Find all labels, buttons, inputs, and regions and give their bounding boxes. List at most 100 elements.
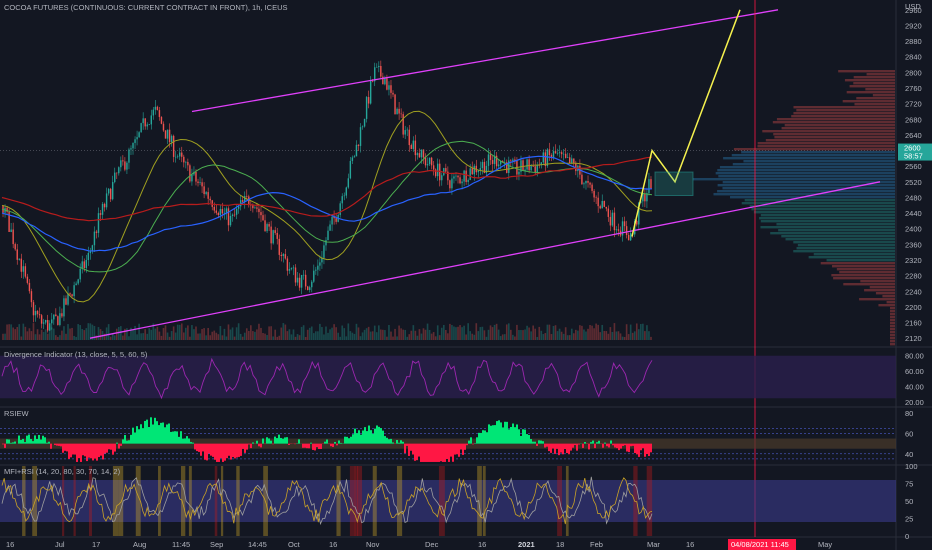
- candle: [87, 252, 90, 260]
- rsiew-bar: [232, 443, 234, 458]
- rsiew-bar: [88, 443, 90, 458]
- candle: [400, 113, 402, 115]
- candle: [156, 106, 159, 111]
- rsiew-bar: [430, 443, 432, 462]
- candle: [77, 279, 79, 284]
- volume-bar: [209, 335, 212, 340]
- rsiew-bar: [258, 443, 260, 447]
- volume-bar: [469, 331, 472, 340]
- candle: [51, 319, 53, 324]
- volume-profile-bar: [730, 196, 895, 199]
- volume-bar: [176, 324, 179, 340]
- rsiew-bar: [68, 443, 70, 459]
- candle: [556, 153, 559, 154]
- rsiew-bar: [458, 443, 460, 457]
- candle: [532, 166, 534, 167]
- candle: [179, 152, 181, 157]
- rsiew-bar: [86, 443, 88, 462]
- candle: [114, 172, 116, 183]
- volume-bar: [621, 336, 624, 340]
- volume-bar: [120, 326, 122, 340]
- volume-bar: [526, 325, 528, 340]
- volume-bar: [373, 325, 376, 340]
- candle: [589, 182, 591, 185]
- candle: [554, 151, 557, 154]
- rsiew-bar: [530, 439, 532, 444]
- candle: [615, 229, 618, 231]
- mfi-signal-highlight: [565, 466, 569, 536]
- candle: [138, 132, 140, 138]
- volume-bar: [142, 333, 144, 340]
- volume-bar: [276, 336, 279, 340]
- volume-bar: [601, 324, 604, 340]
- volume-bar: [288, 329, 291, 340]
- volume-bar: [617, 331, 620, 340]
- volume-bar: [75, 336, 77, 340]
- candle: [564, 153, 567, 158]
- volume-bar: [629, 324, 632, 340]
- candle: [439, 163, 441, 181]
- rsiew-bar: [26, 435, 28, 444]
- candle: [170, 135, 173, 143]
- mfi-signal-highlight: [22, 466, 26, 536]
- rsiew-bar: [168, 423, 170, 444]
- mfi-signal-highlight: [88, 466, 92, 536]
- rsiew-bar: [484, 430, 486, 444]
- candle: [469, 168, 471, 180]
- volume-bar: [495, 323, 498, 340]
- candle: [406, 129, 408, 131]
- last-price-label: 2600: [904, 144, 921, 153]
- candle: [219, 208, 222, 216]
- volume-bar: [432, 332, 435, 340]
- candle: [609, 216, 612, 226]
- candle: [300, 275, 303, 288]
- candle: [376, 67, 378, 68]
- candle: [526, 159, 528, 170]
- volume-bar: [306, 329, 309, 340]
- volume-bar: [170, 331, 173, 340]
- price-tick-label: 2280: [905, 272, 922, 281]
- volume-bar: [491, 327, 494, 340]
- volume-profile-bar: [776, 223, 895, 226]
- volume-bar: [132, 329, 134, 340]
- candle: [636, 220, 638, 225]
- rsiew-bar: [164, 427, 166, 444]
- candle: [522, 160, 524, 171]
- volume-bar: [302, 325, 305, 340]
- rsiew-bar: [516, 424, 518, 444]
- rsiew-bar: [130, 434, 132, 444]
- time-tick-label: Sep: [210, 540, 223, 549]
- candle: [109, 188, 112, 200]
- rsiew-bar: [422, 443, 424, 462]
- price-tick-label: 2160: [905, 319, 922, 328]
- mfi-signal-highlight: [482, 466, 486, 536]
- rsiew-bar: [30, 439, 32, 444]
- candle: [209, 198, 211, 201]
- volume-bar: [38, 334, 41, 340]
- candle: [22, 266, 25, 272]
- rsiew-bar: [326, 439, 328, 444]
- volume-profile-bar: [826, 259, 895, 262]
- rsiew-bar: [80, 443, 82, 462]
- candle: [197, 181, 199, 184]
- rsiew-bar: [630, 443, 632, 447]
- price-tick-label: 2960: [905, 6, 922, 15]
- volume-bar: [558, 328, 561, 340]
- volume-bar: [331, 327, 333, 340]
- volume-bar: [627, 334, 630, 340]
- rsiew-bar: [410, 443, 412, 451]
- volume-bar: [166, 332, 169, 340]
- volume-bar: [95, 335, 98, 340]
- target-box: [654, 171, 694, 197]
- volume-bar: [520, 330, 522, 340]
- candle: [67, 293, 69, 305]
- volume-bar: [14, 329, 17, 340]
- volume-bar: [319, 323, 321, 340]
- candle: [369, 80, 372, 104]
- candle: [627, 234, 630, 241]
- indicator-tick-label: 75: [905, 480, 913, 489]
- volume-bar: [625, 324, 628, 340]
- rsiew-bar: [414, 443, 416, 461]
- rsiew-bar: [148, 427, 150, 444]
